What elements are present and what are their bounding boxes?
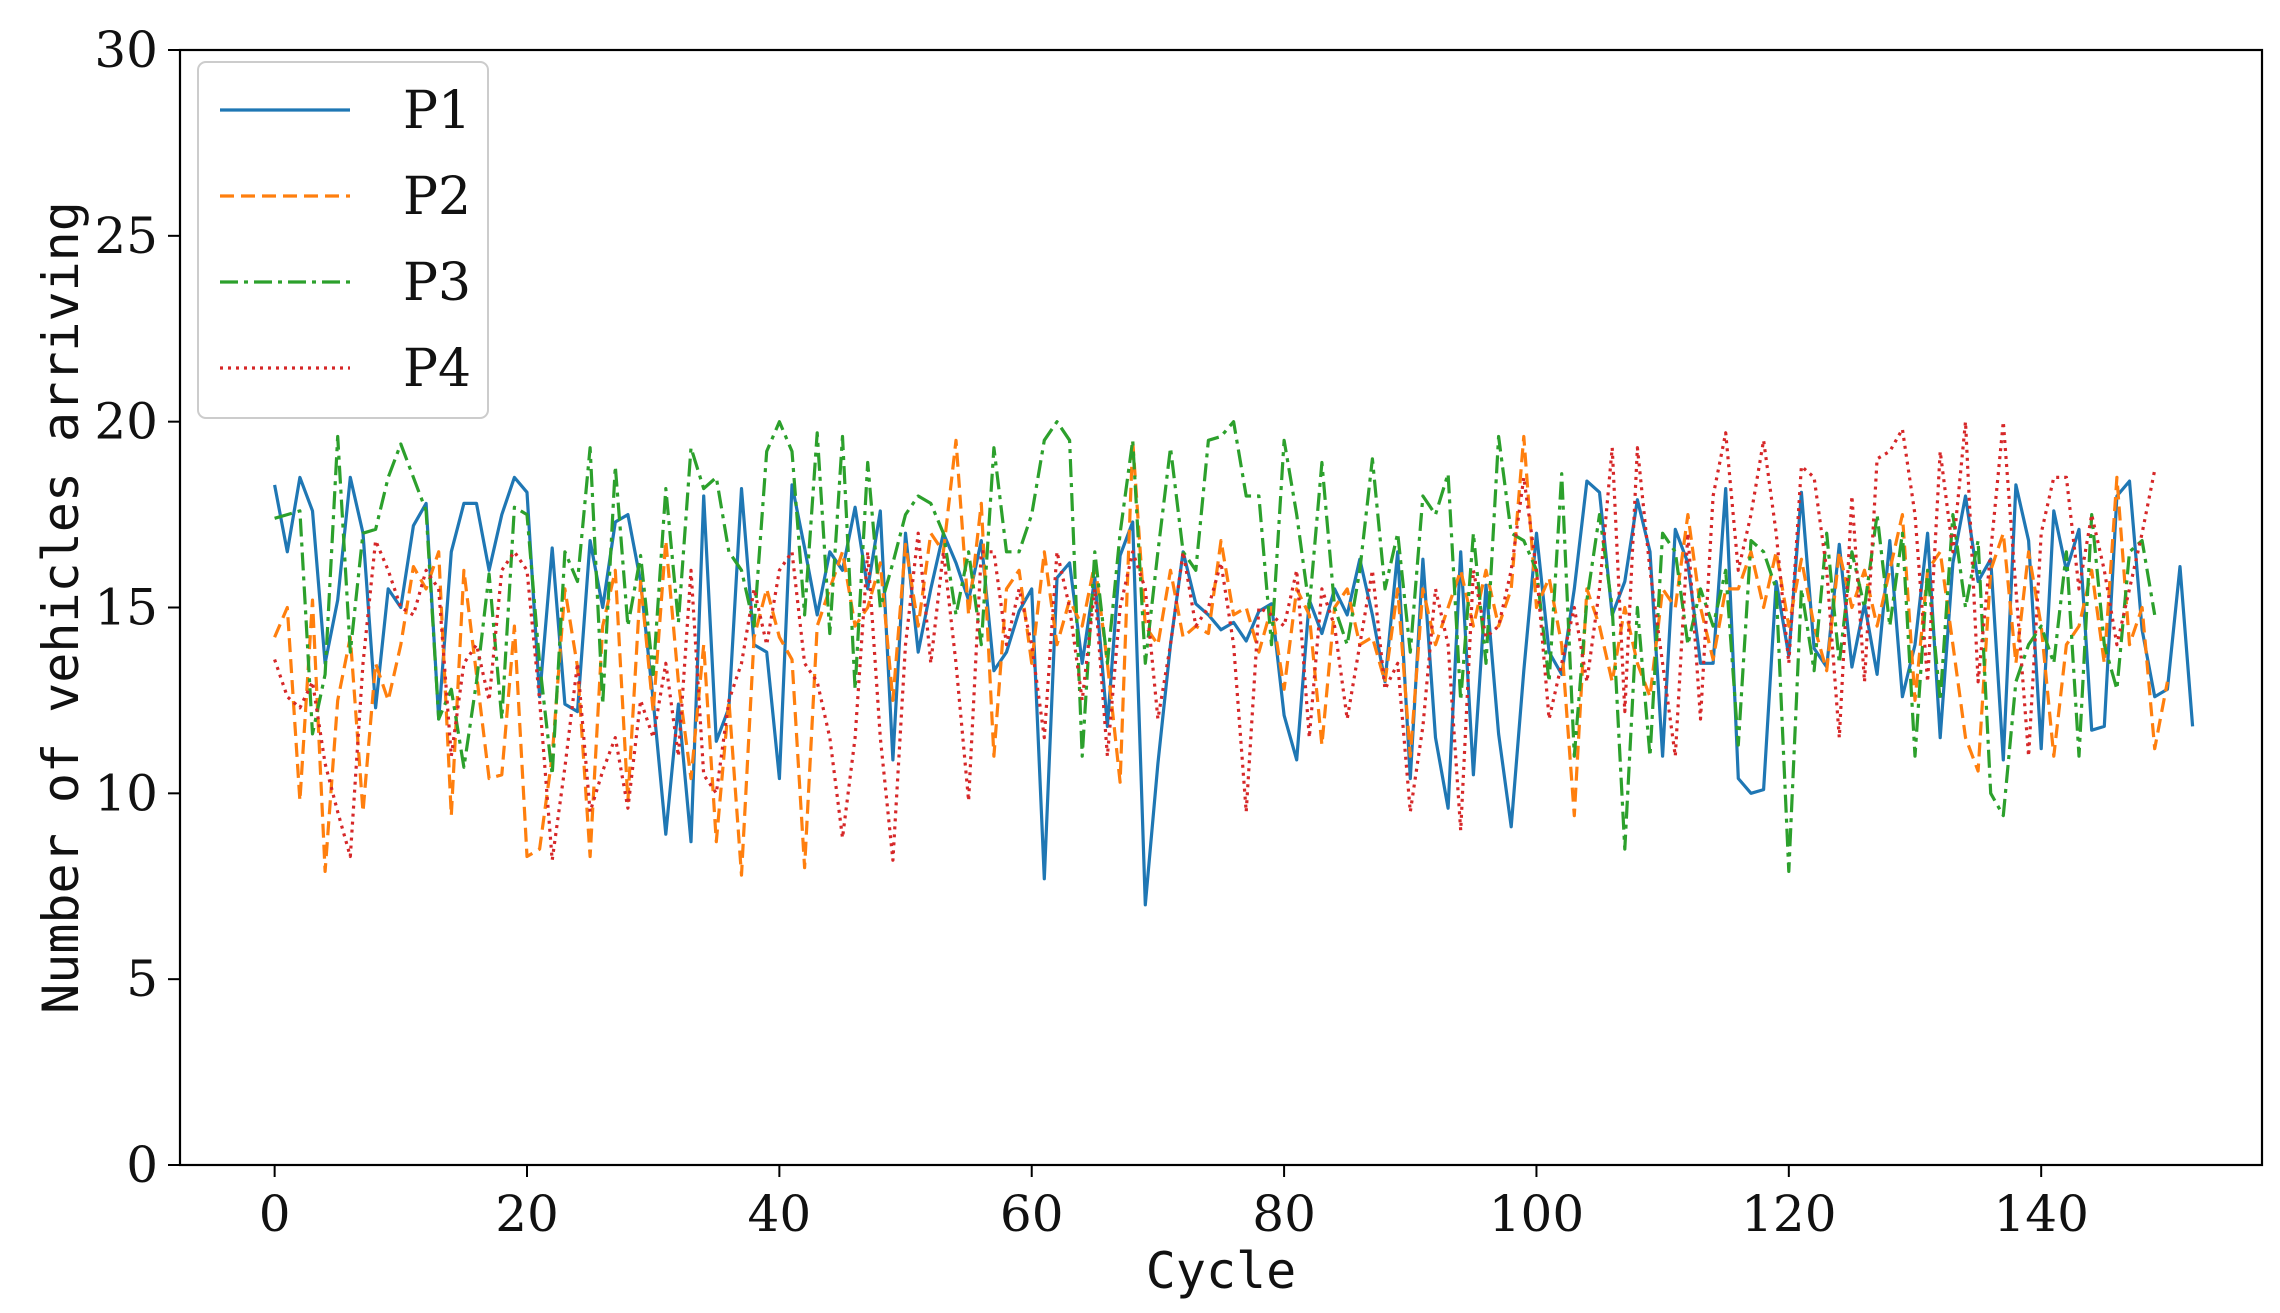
x-tick-label: 20 bbox=[495, 1185, 559, 1243]
legend: P1 P2 P3 P4 bbox=[197, 61, 489, 419]
y-tick-label: 25 bbox=[94, 207, 158, 265]
series-line-p4 bbox=[273, 420, 2157, 862]
x-tick-label: 80 bbox=[1252, 1185, 1316, 1243]
legend-label-p4: P4 bbox=[403, 339, 471, 399]
x-tick-label: 140 bbox=[1993, 1185, 2088, 1243]
series-layer bbox=[273, 420, 2195, 907]
legend-box bbox=[197, 61, 489, 419]
series-line-p3 bbox=[274, 420, 2157, 874]
y-tick-label: 5 bbox=[126, 950, 158, 1008]
y-tick-label: 30 bbox=[94, 21, 158, 79]
y-axis-title: Number of vehicles arriving bbox=[32, 201, 90, 1014]
axes-layer: 0 20 40 60 80 100 120 140 0 5 10 15 20 25 30 bbox=[94, 21, 2264, 1243]
y-tick-label: 15 bbox=[94, 579, 158, 637]
y-tick-label: 20 bbox=[94, 393, 158, 451]
x-tick-label: 0 bbox=[259, 1185, 291, 1243]
x-tick-label: 40 bbox=[748, 1185, 812, 1243]
x-tick-label: 100 bbox=[1489, 1185, 1584, 1243]
y-tick-label: 0 bbox=[126, 1136, 158, 1194]
x-tick-label: 60 bbox=[1000, 1185, 1064, 1243]
y-tick-label: 10 bbox=[94, 764, 158, 822]
legend-label-p3: P3 bbox=[403, 253, 471, 313]
x-axis-title: Cycle bbox=[1146, 1242, 1297, 1300]
legend-label-p1: P1 bbox=[403, 81, 471, 141]
x-tick-label: 120 bbox=[1741, 1185, 1836, 1243]
legend-label-p2: P2 bbox=[403, 167, 471, 227]
series-line-p2 bbox=[273, 434, 2169, 877]
